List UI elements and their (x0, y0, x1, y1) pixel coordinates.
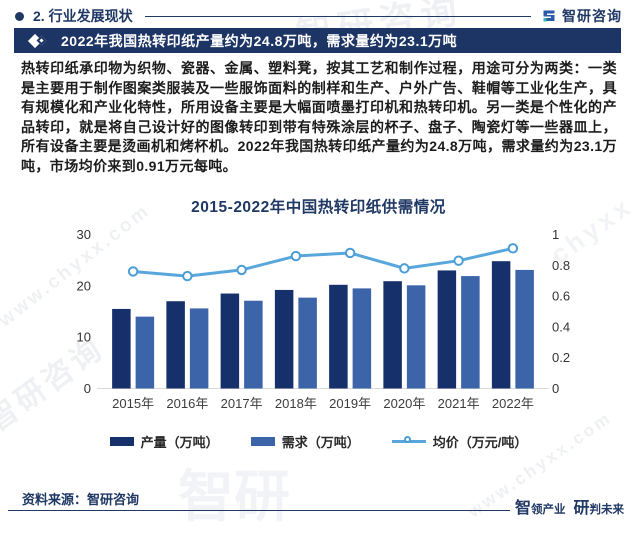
price-line-swatch (391, 435, 426, 447)
demand-swatch (250, 436, 275, 446)
left-axis-tick: 10 (77, 330, 91, 345)
production-swatch (109, 436, 134, 446)
supply-demand-chart: 0 10 20 30 0 0.2 0.4 0.6 0.8 1 2015年 2016年 2017年 2018… (77, 227, 571, 411)
legend-item-price: 均价（万元/吨） (391, 432, 528, 451)
brand-logo: 智研咨询 (541, 6, 622, 26)
right-axis-tick: 1 (552, 227, 559, 242)
legend-label: 产量（万吨） (140, 434, 219, 450)
footer-divider (8, 510, 510, 511)
left-axis-tick: 20 (77, 278, 91, 293)
price-line (131, 246, 515, 278)
chart-title: 2015-2022年中国热转印纸供需情况 (191, 199, 446, 216)
section-title: 2. 行业发展现状 (33, 8, 133, 24)
right-axis-tick: 0.6 (552, 289, 570, 304)
diamond-icon (27, 33, 53, 49)
bar-production (383, 281, 402, 389)
legend-label: 均价（万元/吨） (432, 434, 528, 450)
x-axis-label: 2021年 (438, 396, 480, 411)
bar-demand (352, 288, 372, 389)
bar-production (166, 301, 185, 389)
data-source: 资料来源：智研咨询 (22, 492, 140, 507)
right-axis-tick: 0.8 (552, 258, 570, 273)
legend-item-production: 产量（万吨） (109, 432, 219, 451)
header-divider (144, 15, 531, 17)
body-paragraph: 热转印纸承印物为织物、瓷器、金属、塑料凳，按其工艺和制作过程，用途可分为两类：一… (21, 60, 617, 174)
right-axis-tick: 0.4 (552, 319, 570, 334)
x-axis-label: 2016年 (166, 396, 208, 411)
bar-demand (515, 269, 534, 389)
price-marker (344, 247, 356, 259)
bar-production (437, 270, 457, 389)
price-marker (182, 270, 193, 282)
bar-demand (244, 300, 263, 389)
x-axis-label: 2018年 (275, 396, 317, 411)
header: 2. 行业发展现状 智研咨询 (15, 6, 622, 26)
left-axis-tick: 30 (77, 227, 91, 242)
bar-demand (406, 285, 426, 389)
brand-tagline: 智领产业 研判未来 (515, 500, 624, 519)
price-marker (399, 263, 410, 274)
bar-production (274, 289, 294, 389)
bar-production (329, 284, 348, 389)
headline-banner: 2022年我国热转印纸产量约为24.8万吨，需求量约为23.1万吨 (14, 28, 621, 53)
bar-demand (135, 316, 155, 389)
x-axis-label: 2017年 (221, 396, 263, 411)
legend-label: 需求（万吨） (281, 434, 360, 450)
chart-legend: 产量（万吨） 需求（万吨） 均价（万元/吨） (0, 431, 637, 451)
bullet-dot-icon (15, 11, 24, 21)
left-axis-tick: 0 (84, 381, 91, 396)
x-axis-label: 2020年 (383, 396, 425, 411)
x-axis-label: 2015年 (112, 396, 154, 411)
watermark-logo: 智研 (178, 465, 290, 528)
bar-demand (461, 276, 480, 389)
bar-demand (298, 297, 317, 389)
right-axis-tick: 0 (552, 381, 559, 396)
headline-text: 2022年我国热转印纸产量约为24.8万吨，需求量约为23.1万吨 (61, 32, 458, 49)
price-marker (236, 264, 247, 276)
tagline-part2: 研判未来 (573, 500, 624, 517)
zhiyan-logo-icon (541, 8, 557, 24)
price-marker (290, 250, 302, 262)
tagline-part1: 智领产业 (514, 500, 566, 517)
price-marker (127, 266, 139, 277)
legend-item-demand: 需求（万吨） (250, 432, 360, 451)
bar-production (491, 261, 511, 389)
bar-demand (189, 308, 209, 389)
price-marker (453, 255, 464, 266)
brand-logo-text: 智研咨询 (562, 8, 622, 24)
x-axis-label: 2022年 (492, 396, 534, 411)
x-axis-label: 2019年 (329, 396, 371, 411)
bar-production (220, 293, 240, 389)
bar-production (112, 308, 131, 389)
price-marker (507, 243, 519, 254)
right-axis-tick: 0.2 (552, 350, 570, 365)
